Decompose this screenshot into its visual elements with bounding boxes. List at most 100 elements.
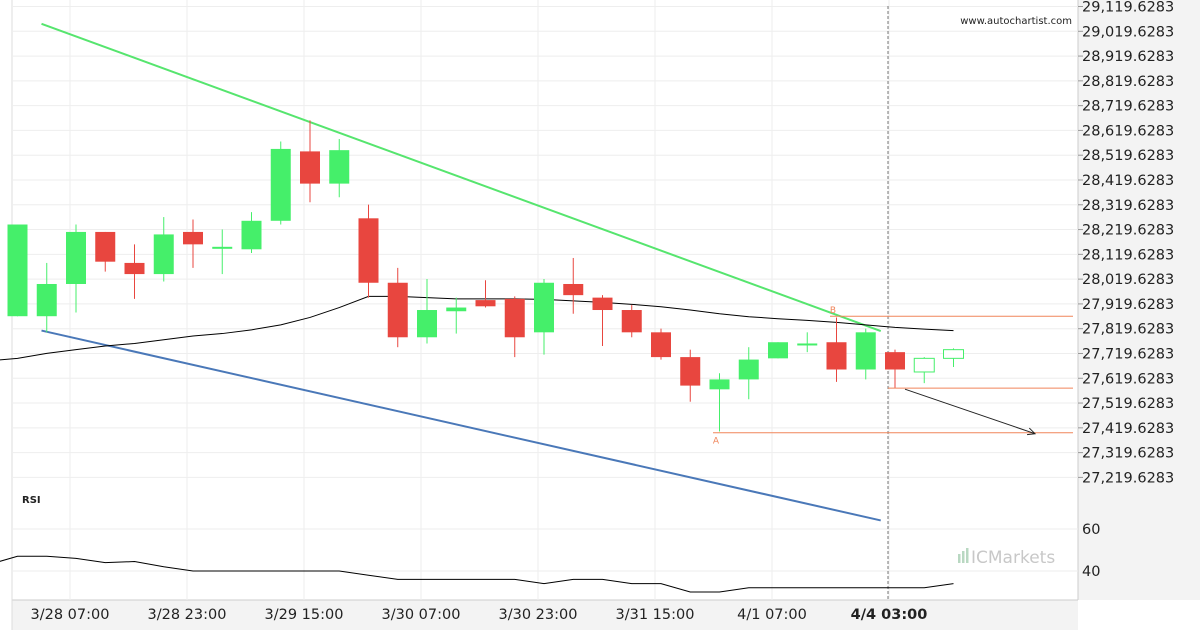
candle-body bbox=[592, 297, 613, 311]
time-tick-label: 3/28 07:00 bbox=[31, 607, 110, 623]
candle-body bbox=[183, 231, 203, 245]
candle bbox=[183, 219, 203, 268]
candle bbox=[7, 224, 28, 317]
candle bbox=[885, 349, 905, 389]
watermark-text: www.autochartist.com bbox=[960, 16, 1072, 27]
price-tick-label: 27,619.6283 bbox=[1082, 371, 1174, 387]
forecast-arrow-line bbox=[904, 388, 1036, 435]
candle bbox=[358, 204, 379, 298]
price-tick-label: 28,619.6283 bbox=[1082, 123, 1174, 139]
price-tick-label: 28,419.6283 bbox=[1082, 173, 1174, 189]
price-axis-panel bbox=[1078, 0, 1200, 600]
rsi-panel bbox=[0, 555, 954, 593]
candle bbox=[709, 373, 730, 432]
price-tick-label: 27,219.6283 bbox=[1082, 470, 1174, 486]
candle-body bbox=[212, 246, 233, 249]
candle-body bbox=[797, 343, 818, 346]
rsi-tick-label: 40 bbox=[1082, 564, 1100, 580]
candle bbox=[95, 231, 116, 272]
price-tick-label: 28,219.6283 bbox=[1082, 223, 1174, 239]
price-tick-label: 27,819.6283 bbox=[1082, 322, 1174, 338]
price-tick-label: 27,319.6283 bbox=[1082, 446, 1174, 462]
price-tick-label: 27,719.6283 bbox=[1082, 346, 1174, 362]
candle-body bbox=[534, 282, 554, 333]
grid bbox=[12, 0, 1078, 600]
candle-body bbox=[417, 310, 437, 338]
price-tick-label: 27,419.6283 bbox=[1082, 421, 1174, 437]
candle bbox=[212, 229, 233, 275]
candle-body bbox=[563, 283, 584, 296]
candle bbox=[329, 139, 350, 198]
candle-body bbox=[475, 300, 496, 307]
time-tick-label: 3/29 15:00 bbox=[265, 607, 344, 623]
projected-candle bbox=[913, 357, 935, 384]
candle-body bbox=[124, 262, 145, 275]
projected-candle-body bbox=[913, 357, 935, 373]
candle bbox=[738, 347, 759, 400]
point-b-label: B bbox=[830, 306, 836, 316]
candle-body bbox=[358, 218, 379, 283]
time-tick-label: 3/30 07:00 bbox=[382, 607, 461, 623]
candle bbox=[153, 217, 174, 282]
candle-body bbox=[7, 224, 28, 317]
broker-logo: ICMarkets bbox=[958, 548, 1055, 568]
candle bbox=[680, 349, 701, 402]
candle-body bbox=[153, 234, 174, 275]
candles bbox=[7, 120, 964, 432]
broker-logo-text: ICMarkets bbox=[971, 548, 1055, 568]
candle-body bbox=[826, 342, 847, 370]
time-tick-label: 3/28 23:00 bbox=[148, 607, 227, 623]
candle bbox=[124, 244, 145, 299]
moving-average-line bbox=[0, 295, 954, 361]
time-axis-panel bbox=[12, 600, 1078, 630]
rsi-tick-label: 60 bbox=[1082, 522, 1100, 538]
projected-candle bbox=[943, 348, 964, 368]
candle-body bbox=[95, 231, 116, 262]
candle bbox=[446, 297, 467, 334]
rsi-line bbox=[0, 555, 954, 593]
rsi-label: RSI bbox=[22, 495, 41, 506]
candle-body bbox=[621, 310, 642, 333]
time-tick-label: 4/4 03:00 bbox=[851, 607, 928, 623]
time-tick-label: 3/31 15:00 bbox=[616, 607, 695, 623]
candle bbox=[563, 257, 584, 314]
candle bbox=[504, 296, 525, 358]
candle bbox=[36, 262, 57, 333]
price-tick-label: 28,519.6283 bbox=[1082, 148, 1174, 164]
price-tick-label: 28,319.6283 bbox=[1082, 198, 1174, 214]
candle bbox=[797, 332, 818, 353]
candle-body bbox=[446, 307, 467, 312]
price-tick-label: 29,119.6283 bbox=[1082, 0, 1174, 16]
candle-body bbox=[738, 359, 759, 380]
price-tick-label: 27,519.6283 bbox=[1082, 396, 1174, 412]
candle bbox=[66, 224, 86, 313]
candle bbox=[621, 305, 642, 338]
price-tick-label: 28,719.6283 bbox=[1082, 99, 1174, 115]
candle-body bbox=[66, 231, 86, 284]
candle bbox=[300, 120, 320, 203]
support-line bbox=[41, 329, 881, 522]
logo-bars-icon bbox=[958, 548, 969, 563]
price-tick-label: 28,919.6283 bbox=[1082, 49, 1174, 65]
candle bbox=[534, 279, 554, 355]
candle-body bbox=[329, 150, 350, 184]
candle bbox=[241, 212, 262, 254]
candle-body bbox=[709, 379, 730, 390]
candle-body bbox=[885, 352, 905, 370]
candle bbox=[475, 280, 496, 308]
point-a-label: A bbox=[713, 437, 720, 447]
candle-body bbox=[855, 332, 876, 370]
candle-body bbox=[504, 298, 525, 338]
time-tick-label: 3/30 23:00 bbox=[499, 607, 578, 623]
time-tick-label: 4/1 07:00 bbox=[737, 607, 807, 623]
projected-candle-body bbox=[943, 349, 964, 359]
candle-body bbox=[387, 282, 408, 338]
price-tick-label: 28,819.6283 bbox=[1082, 74, 1174, 90]
candle bbox=[417, 279, 437, 344]
candle bbox=[651, 328, 671, 360]
axis-labels: 29,119.6283 29,019.6283 28,919.6283 28,819.… bbox=[31, 0, 1175, 623]
candle bbox=[270, 141, 291, 225]
forecast-arrow-head bbox=[1026, 427, 1037, 436]
candle-body bbox=[300, 151, 320, 184]
